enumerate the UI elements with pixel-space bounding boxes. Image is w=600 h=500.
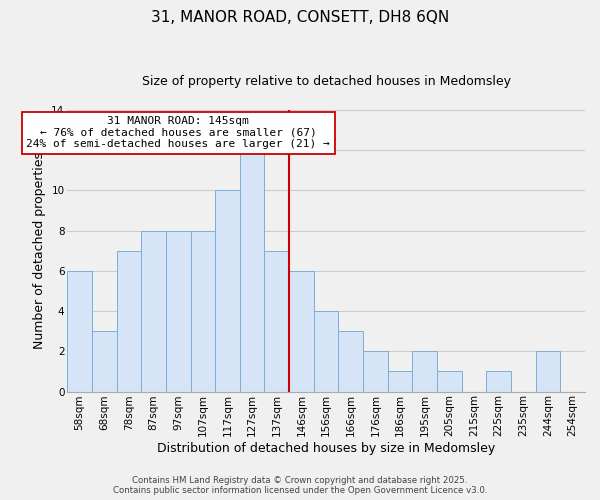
X-axis label: Distribution of detached houses by size in Medomsley: Distribution of detached houses by size … xyxy=(157,442,495,455)
Bar xyxy=(536,352,560,392)
Y-axis label: Number of detached properties: Number of detached properties xyxy=(32,152,46,350)
Text: Contains HM Land Registry data © Crown copyright and database right 2025.
Contai: Contains HM Land Registry data © Crown c… xyxy=(113,476,487,495)
Bar xyxy=(487,372,511,392)
Bar xyxy=(437,372,462,392)
Bar xyxy=(412,352,437,392)
Bar xyxy=(388,372,412,392)
Bar xyxy=(92,331,116,392)
Bar xyxy=(240,150,265,392)
Bar xyxy=(141,230,166,392)
Bar xyxy=(363,352,388,392)
Text: 31, MANOR ROAD, CONSETT, DH8 6QN: 31, MANOR ROAD, CONSETT, DH8 6QN xyxy=(151,10,449,25)
Bar xyxy=(67,271,92,392)
Bar xyxy=(166,230,191,392)
Bar xyxy=(289,271,314,392)
Bar xyxy=(215,190,240,392)
Bar xyxy=(116,251,141,392)
Bar xyxy=(314,311,338,392)
Title: Size of property relative to detached houses in Medomsley: Size of property relative to detached ho… xyxy=(142,75,511,88)
Text: 31 MANOR ROAD: 145sqm
← 76% of detached houses are smaller (67)
24% of semi-deta: 31 MANOR ROAD: 145sqm ← 76% of detached … xyxy=(26,116,330,149)
Bar xyxy=(265,251,289,392)
Bar xyxy=(338,331,363,392)
Bar xyxy=(191,230,215,392)
